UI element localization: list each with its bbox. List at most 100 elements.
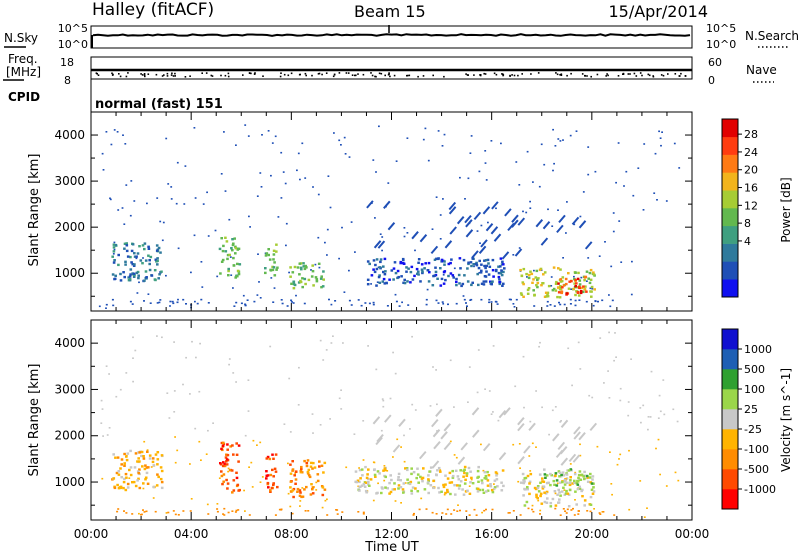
echo-cell <box>528 492 531 496</box>
echo-cell <box>582 191 585 193</box>
echo-cell <box>323 488 327 491</box>
echo-cell <box>125 476 128 479</box>
echo-cell <box>469 470 472 473</box>
echo-cell <box>422 138 425 141</box>
echo-cell <box>631 260 633 263</box>
echo-cell <box>123 462 126 465</box>
echo-cell <box>386 487 389 490</box>
echo-cell <box>396 269 400 273</box>
echo-cell <box>318 465 321 468</box>
echo-cell <box>296 487 300 491</box>
echo-cell <box>311 488 314 491</box>
echo-cell <box>412 471 416 474</box>
echo-cell <box>405 467 409 470</box>
echo-cell <box>431 511 434 514</box>
echo-cell <box>386 470 389 472</box>
echo-cell <box>449 359 452 362</box>
echo-cell <box>573 472 577 476</box>
echo-cell <box>501 469 505 472</box>
echo-cell <box>273 287 276 289</box>
y-tick-label: 1000 <box>54 475 85 489</box>
echo-cell <box>465 472 469 475</box>
echo-cell <box>538 345 540 348</box>
echo-streak <box>431 418 439 428</box>
echo-cell <box>549 472 552 476</box>
echo-streak <box>498 452 507 461</box>
echo-cell <box>269 473 273 477</box>
echo-cell <box>520 293 524 296</box>
echo-cell <box>484 275 488 278</box>
echo-cell <box>356 479 360 482</box>
echo-cell <box>235 471 238 474</box>
echo-cell <box>100 422 103 424</box>
echo-cell <box>569 463 572 465</box>
echo-cell <box>223 462 226 466</box>
nave-dot <box>111 74 114 76</box>
echo-cell <box>472 263 475 266</box>
echo-streak <box>375 436 383 446</box>
echo-cell <box>543 468 546 471</box>
echo-cell <box>501 284 504 287</box>
echo-cell <box>470 478 473 481</box>
echo-cell <box>275 250 278 253</box>
echo-cell <box>402 482 406 485</box>
echo-cell <box>435 196 438 198</box>
echo-cell <box>536 278 539 282</box>
echo-cell <box>172 510 175 512</box>
echo-cell <box>159 251 162 254</box>
echo-cell <box>523 487 526 491</box>
echo-cell <box>185 303 187 305</box>
echo-cell <box>492 411 494 413</box>
echo-cell <box>518 184 521 186</box>
velocity-colorbar-label: Velocity [m s^-1] <box>779 368 793 472</box>
echo-cell <box>469 261 473 264</box>
echo-cell <box>484 474 488 478</box>
echo-cell <box>141 465 144 468</box>
echo-streak <box>503 407 511 416</box>
nave-dot <box>570 72 572 75</box>
echo-cell <box>322 278 325 281</box>
echo-cell <box>126 452 130 455</box>
echo-cell <box>374 217 376 219</box>
echo-cell <box>261 134 263 136</box>
echo-cell <box>489 483 492 486</box>
x-tick-label: 16:00 <box>474 527 509 541</box>
echo-streak <box>372 416 381 425</box>
echo-cell <box>585 270 589 273</box>
echo-cell <box>300 467 303 471</box>
colorbar-swatch <box>722 119 738 138</box>
echo-cell <box>642 209 645 211</box>
echo-cell <box>515 161 518 163</box>
echo-cell <box>294 482 297 485</box>
colorbar-swatch <box>722 349 738 370</box>
echo-cell <box>273 274 277 277</box>
nave-dot <box>254 72 256 74</box>
velocity-data-layer <box>100 331 680 518</box>
echo-cell <box>538 185 541 188</box>
echo-cell <box>175 202 178 205</box>
nave-dot <box>684 75 687 77</box>
noise-tick-bottom-left: 10^0 <box>58 38 88 51</box>
echo-cell <box>532 181 534 183</box>
echo-cell <box>461 282 465 286</box>
echo-cell <box>478 259 481 263</box>
nave-dot <box>345 72 348 74</box>
echo-cell <box>611 299 614 302</box>
echo-cell <box>227 470 229 473</box>
echo-cell <box>128 468 131 472</box>
echo-cell <box>510 298 512 301</box>
echo-cell <box>554 507 557 510</box>
echo-cell <box>558 296 562 299</box>
echo-cell <box>613 359 615 362</box>
nave-dot <box>283 73 286 76</box>
nave-dot <box>220 74 222 77</box>
echo-cell <box>159 299 162 301</box>
echo-cell <box>583 288 587 291</box>
nave-dot <box>596 73 599 76</box>
echo-cell <box>309 465 313 468</box>
colorbar-swatch <box>722 489 738 510</box>
echo-cell <box>558 475 561 478</box>
echo-cell <box>376 470 380 473</box>
echo-cell <box>303 302 306 305</box>
echo-cell <box>541 282 545 285</box>
